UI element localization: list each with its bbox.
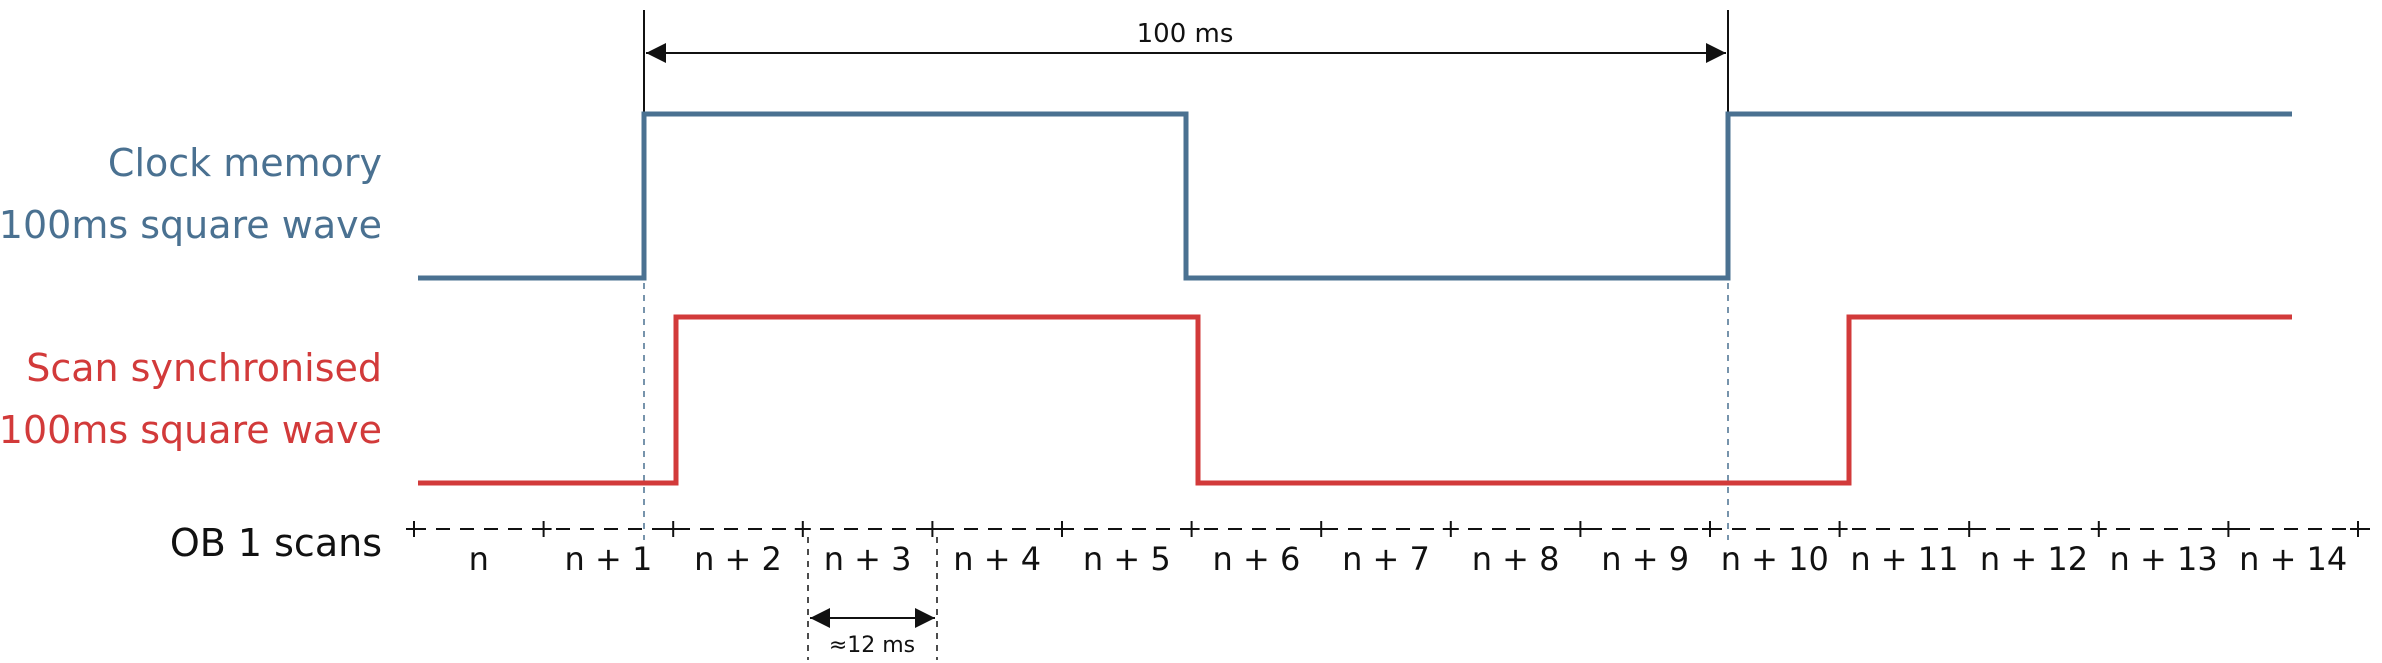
scan-sync-label-line2: 100ms square wave [0, 408, 382, 452]
scan-tick-marks [406, 521, 2366, 537]
scan-labels: n n + 1 n + 2 n + 3 n + 4 n + 5 n + 6 n + 7 n + … [469, 540, 2348, 578]
scan-label: n + 6 [1213, 540, 1301, 578]
clock-label-line1: Clock memory [108, 141, 382, 185]
scan-label: n + 14 [2239, 540, 2347, 578]
scan-label: n [469, 540, 489, 578]
scan-time-label: ≈12 ms [829, 633, 915, 658]
scan-label: n + 10 [1721, 540, 1829, 578]
scan-label: n + 7 [1342, 540, 1430, 578]
scan-sync-label-line1: Scan synchronised [26, 346, 382, 390]
scan-label: n + 12 [1980, 540, 2088, 578]
scan-label: n + 9 [1601, 540, 1689, 578]
scan-label: n + 1 [565, 540, 653, 578]
scan-label: n + 13 [2110, 540, 2218, 578]
clock-label-line2: 100ms square wave [0, 203, 382, 247]
scan-sync-waveform [418, 314, 2292, 486]
scan-label: n + 11 [1850, 540, 1958, 578]
ob1-scans-label: OB 1 scans [170, 521, 382, 565]
scan-label: n + 8 [1472, 540, 1560, 578]
scan-label: n + 2 [694, 540, 782, 578]
clock-memory-waveform [418, 111, 2292, 281]
scan-label: n + 5 [1083, 540, 1171, 578]
scan-label: n + 3 [824, 540, 912, 578]
period-dimension-label: 100 ms [1137, 19, 1234, 49]
scan-label: n + 4 [953, 540, 1041, 578]
